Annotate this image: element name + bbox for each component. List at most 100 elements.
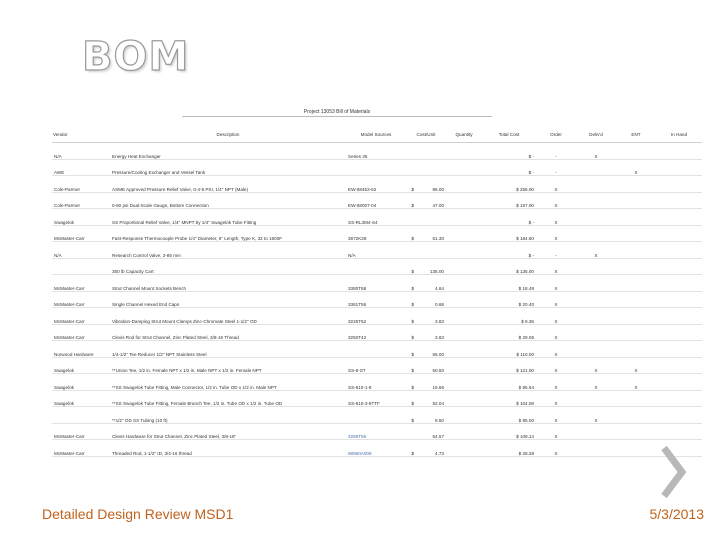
cell-in-hand [656,159,702,176]
cell-ent [616,291,656,308]
chevron-right-icon[interactable] [658,444,688,500]
cell-currency: $ [406,324,416,341]
cell-ent: X [616,159,656,176]
cell-order: X [536,274,576,292]
cell-ent [616,208,656,226]
cell-description: Energy Heat Exchanger [110,142,346,160]
cell-in-hand [656,225,702,242]
cell-order: X [536,406,576,424]
cell-quantity [446,192,482,209]
table-row: N/A Energy Heat Exchanger Series 35 $ --X [52,142,702,160]
table-row: McMaster-Carr Single Channel Hexed End Ca… [52,291,702,308]
cell-order: X [536,390,576,407]
cell-vendor: McMaster-Carr [52,324,110,341]
cell-delivered [576,307,616,325]
cell-quantity [446,274,482,292]
cell-currency [406,159,416,176]
cell-model: SS-8-ST [346,357,406,374]
cell-model [346,340,406,358]
cell-delivered: X [576,373,616,391]
table-row: **1/2" OD SS Tubing (10 ft) $8.50 $ 85.00 X… [52,406,702,424]
cell-description: SS Proportional Relief Valve, 1/4" MNPT … [110,208,346,226]
table-row: McMaster-Carr Clevis Rod for Strut Channe… [52,324,702,341]
cell-vendor: N/A [52,142,110,160]
cell-in-hand [656,390,702,407]
cell-cost: 3.83 [416,307,446,325]
cell-vendor: McMaster-Carr [52,291,110,308]
cell-description: **Union Tee, 1/2 in. Female NPT x 1/2 in… [110,357,346,374]
cell-order: X [536,175,576,193]
cell-in-hand [656,258,702,275]
cell-in-hand [656,241,702,259]
cell-model [346,258,406,275]
cell-cost [416,208,446,226]
cell-description: Fast-Response Thermocouple Probe 1/4" Di… [110,225,346,242]
cell-ent [616,439,656,457]
cell-quantity [446,439,482,457]
cell-order: X [536,324,576,341]
cell-order: X [536,225,576,242]
cell-description: 1/4-1/2" Tee Reducer 1/2" NPT Stainless … [110,340,346,358]
cell-in-hand [656,208,702,226]
cell-vendor [52,258,110,275]
cell-in-hand [656,423,702,440]
cell-delivered [576,258,616,275]
header-delivered: Deliv'd [576,127,616,143]
cell-order: X [536,208,576,226]
cell-model: SS-810-3-8TTF [346,390,406,407]
slide-title: BOM [81,33,190,80]
cell-currency: $ [406,291,416,308]
cell-currency: $ [406,439,416,457]
cell-quantity [446,423,482,440]
cell-vendor: McMaster-Carr [52,423,110,440]
cell-description: ASME Approved Pressure Relief Valve, 0-4… [110,175,346,193]
cell-cost [416,142,446,160]
table-row: McMaster-Carr Fast-Response Thermocouple … [52,225,702,242]
cell-quantity [446,142,482,160]
cell-order: X [536,423,576,440]
cell-cost: 60.50 [416,357,446,374]
cell-currency: $ [406,225,416,242]
cell-quantity [446,390,482,407]
table-row: Swagelok **SS Swagelok Tube Fitting, Male… [52,373,702,391]
cell-description: Vibration-Damping Strut Mount Clamps Zin… [110,307,346,325]
cell-quantity [446,307,482,325]
header-description: Description [110,127,346,143]
cell-delivered [576,192,616,209]
cell-order: X [536,340,576,358]
table-row: McMaster-Carr Threaded Rod, 1-1/2" ID, 3/… [52,439,702,457]
cell-model: 3872K28 [346,225,406,242]
cell-description: 0-60 psi Dual-Scale Gauge, Bottom Connec… [110,192,346,209]
header-order: Order [536,127,576,143]
cell-delivered [576,324,616,341]
cell-model: 98950A009 [346,439,406,457]
cell-total: $ 95.64 [482,373,536,391]
cell-delivered [576,390,616,407]
cell-in-hand [656,192,702,209]
cell-delivered: X [576,357,616,374]
cell-in-hand [656,142,702,160]
cell-delivered [576,274,616,292]
cell-description: Single Channel Hexed End Caps [110,291,346,308]
cell-delivered [576,208,616,226]
cell-total: $ 184.60 [482,225,536,242]
cell-quantity [446,159,482,176]
cell-ent [616,241,656,259]
cell-vendor: N/A [52,241,110,259]
cell-model: Series 35 [346,142,406,160]
cell-cost: 47.00 [416,192,446,209]
cell-in-hand [656,274,702,292]
cell-ent [616,274,656,292]
table-row: McMaster-Carr Strut Channel Mount Sockets… [52,274,702,292]
cell-in-hand [656,175,702,193]
table-row: 350 lb Capacity Cart $135.00 $ 135.00 X [52,258,702,275]
cell-ent [616,258,656,275]
cell-in-hand [656,291,702,308]
cell-in-hand [656,373,702,391]
cell-description: Clevis Hardware for Strut Channel, Zinc … [110,423,346,440]
cell-model: 3361T56 [346,291,406,308]
cell-vendor: Cole-Parmer [52,175,110,193]
cell-order: X [536,373,576,391]
cell-delivered [576,423,616,440]
cell-total: $ 121.00 [482,357,536,374]
